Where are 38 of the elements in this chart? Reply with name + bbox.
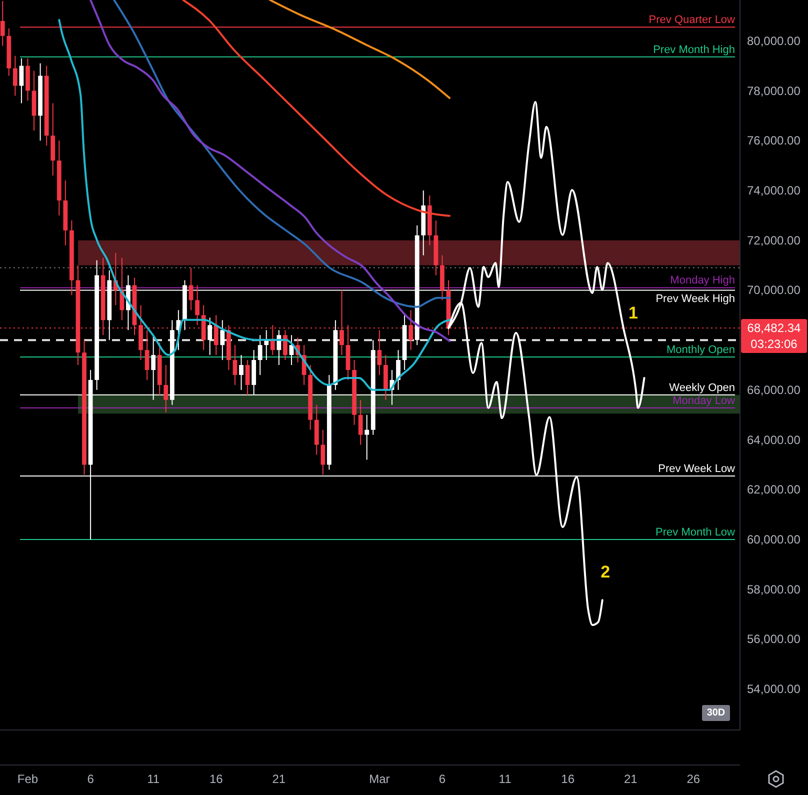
annotation: 30D <box>706 708 726 718</box>
y-tick-label: 72,000.00 <box>747 233 801 248</box>
x-tick-label: 16 <box>209 772 224 786</box>
y-tick-label: 76,000.00 <box>747 134 801 148</box>
ref-line-label: Prev Week High <box>656 293 735 306</box>
ref-line-label: Prev Quarter Low <box>648 14 736 26</box>
x-tick-label: 11 <box>498 772 512 786</box>
y-tick-label: 54,000.00 <box>747 682 801 696</box>
y-tick-label: 74,000.00 <box>747 183 801 198</box>
x-tick-label: 6 <box>87 772 94 786</box>
ref-line-label: Weekly Open <box>669 382 735 394</box>
y-tick-label: 80,000.00 <box>747 34 801 48</box>
x-tick-label: 21 <box>624 772 638 786</box>
x-tick-label: Mar <box>369 772 390 786</box>
y-tick-label: 60,000.00 <box>747 532 801 547</box>
x-tick-label: 6 <box>438 772 446 786</box>
y-tick-label: 58,000.00 <box>747 582 801 596</box>
ref-line-label: Monthly Open <box>666 344 735 356</box>
ref-line-label: Monday High <box>670 274 735 287</box>
ref-line-label: Prev Month Low <box>656 526 736 539</box>
y-tick-label: 56,000.00 <box>747 632 801 646</box>
ref-line-label: Prev Month High <box>653 44 735 56</box>
y-tick-label: 64,000.00 <box>747 432 801 447</box>
ref-line-label: Monday Low <box>672 394 736 407</box>
y-tick-label: 70,000.00 <box>747 283 801 298</box>
text: 03:23:06 <box>750 337 798 352</box>
x-tick-label: 26 <box>686 772 700 786</box>
y-tick-label: 62,000.00 <box>747 482 801 497</box>
text: 68,482.34 <box>747 321 802 336</box>
x-tick-label: Feb <box>17 772 38 786</box>
annotation: 1 <box>628 303 638 322</box>
y-tick-label: 78,000.00 <box>747 84 801 98</box>
x-tick-label: 21 <box>272 772 286 786</box>
x-tick-label: 11 <box>147 772 160 786</box>
ref-line-label: Prev Week Low <box>658 462 736 475</box>
y-tick-label: 66,000.00 <box>747 382 801 397</box>
x-tick-label: 16 <box>561 772 575 786</box>
annotation: 2 <box>600 562 610 582</box>
